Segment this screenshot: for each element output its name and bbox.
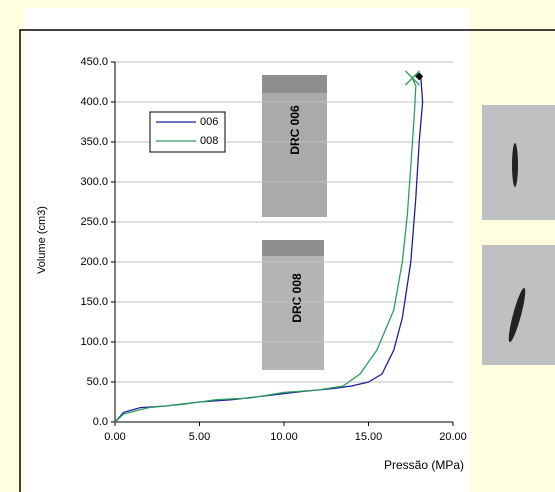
chart-area [25,8,470,492]
x-axis-title: Pressão (MPa) [384,458,464,472]
photo-label: DRC 008 [290,273,304,323]
y-tick-label: 100.0 [80,336,108,348]
x-tick-label: 20.00 [439,431,467,443]
y-tick-label: 350.0 [80,136,108,148]
series-line [114,77,417,423]
y-tick-label: 400.0 [80,96,108,108]
y-tick-label: 200.0 [80,256,108,268]
photo-flange [262,240,324,256]
y-axis-title: Volume (cm3) [36,206,48,274]
photo-label: DRC 006 [288,105,302,155]
legend-label: 008 [200,135,218,147]
x-tick-label: 15.00 [355,431,383,443]
y-tick-label: 0.0 [93,416,108,428]
x-tick-label: 10.00 [270,431,298,443]
marker [404,70,420,86]
y-tick-label: 150.0 [80,296,108,308]
crack [512,143,518,187]
x-tick-label: 5.00 [189,431,210,443]
photo [262,75,327,217]
photo [482,105,555,220]
crack [508,287,526,343]
y-tick-label: 50.0 [87,376,108,388]
y-tick-label: 300.0 [80,176,108,188]
marker [415,72,424,81]
y-tick-label: 450.0 [80,56,108,68]
legend-label: 006 [200,116,218,128]
legend-box [149,111,226,153]
photo-flange [262,75,327,93]
x-tick-label: 0.00 [104,431,125,443]
frame [19,29,555,492]
y-tick-label: 250.0 [80,216,108,228]
